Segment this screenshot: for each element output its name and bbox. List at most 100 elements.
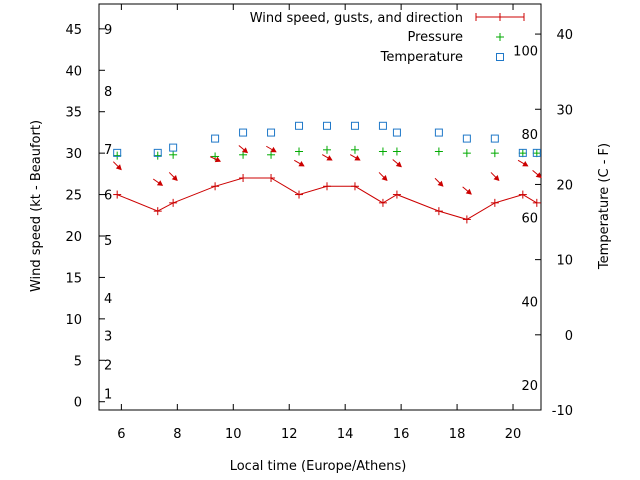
y-tick-label-right: 20 bbox=[556, 178, 573, 193]
x-tick-label: 6 bbox=[117, 427, 125, 442]
wind-direction-arrow bbox=[378, 172, 388, 181]
legend-wind-swatch bbox=[475, 13, 525, 21]
arrow-head bbox=[493, 174, 500, 181]
x-tick-label: 10 bbox=[225, 427, 242, 442]
pressure-point bbox=[350, 145, 359, 154]
temperature-point bbox=[462, 134, 471, 143]
wind-direction-arrow bbox=[517, 159, 529, 167]
temperature-point bbox=[295, 121, 304, 130]
wind-speed-point bbox=[239, 174, 248, 182]
temperature-point bbox=[113, 148, 122, 157]
arrow-head bbox=[156, 180, 164, 186]
legend-pressure-label: Pressure bbox=[407, 30, 463, 45]
beaufort-label: 3 bbox=[104, 329, 112, 344]
x-tick-label: 20 bbox=[505, 427, 522, 442]
pressure-point bbox=[113, 151, 122, 160]
x-tick-label: 12 bbox=[281, 427, 298, 442]
y-tick-label-left: 10 bbox=[65, 313, 82, 328]
arrow-head bbox=[298, 161, 305, 167]
y-tick-label-left: 40 bbox=[65, 64, 82, 79]
y-tick-label-right: 30 bbox=[556, 103, 573, 118]
temperature-point bbox=[434, 128, 443, 137]
legend-temperature-label: Temperature bbox=[380, 50, 463, 65]
wind-speed-point bbox=[462, 215, 471, 224]
tick-labels: 6 8 10 12 14 16 18 20051015202530354045-1001020… bbox=[65, 23, 573, 442]
wind-speed-point bbox=[267, 174, 276, 182]
y-tick-label-left: 0 bbox=[74, 396, 82, 411]
arrow-head bbox=[437, 180, 444, 187]
wind-speed-point bbox=[153, 207, 162, 216]
y-tick-label-left: 25 bbox=[65, 189, 82, 204]
arrow-head bbox=[395, 161, 402, 168]
x-tick-label: 18 bbox=[449, 427, 466, 442]
temperature-point bbox=[392, 128, 401, 137]
wind-direction-arrow bbox=[266, 145, 277, 153]
wind-speed-point bbox=[322, 182, 331, 191]
wind-speed-point bbox=[113, 190, 122, 199]
beaufort-label: 8 bbox=[104, 85, 112, 100]
arrow-head bbox=[522, 161, 529, 167]
legend-pressure-swatch bbox=[496, 33, 504, 41]
wind-direction-arrow bbox=[112, 161, 122, 171]
temperature-point bbox=[267, 128, 276, 137]
arrow-head bbox=[326, 155, 333, 161]
y-tick-label-left: 5 bbox=[74, 354, 82, 369]
wind-speed-point bbox=[350, 182, 359, 191]
temperature-point bbox=[322, 121, 331, 130]
wind-direction-arrow bbox=[168, 172, 178, 181]
temperature-point bbox=[153, 148, 162, 157]
pressure-series bbox=[113, 145, 541, 161]
wind-direction-arrow bbox=[349, 154, 361, 161]
beaufort-label: 6 bbox=[104, 189, 112, 204]
wind-direction-arrow bbox=[532, 169, 542, 179]
arrow-head bbox=[535, 172, 542, 179]
temperature-point bbox=[518, 148, 527, 157]
temperature-point bbox=[239, 128, 248, 137]
arrow-head bbox=[270, 146, 277, 153]
fahrenheit-label: 80 bbox=[521, 128, 538, 143]
legend-wind-label: Wind speed, gusts, and direction bbox=[250, 11, 463, 26]
wind-series bbox=[113, 174, 541, 224]
temperature-point bbox=[211, 134, 220, 143]
legend-temperature-swatch bbox=[496, 53, 504, 61]
wind-direction-arrow bbox=[321, 154, 333, 161]
x-tick-label: 16 bbox=[393, 427, 410, 442]
wind-direction-arrow bbox=[392, 159, 402, 168]
pressure-point bbox=[169, 150, 178, 159]
arrow-head bbox=[381, 174, 388, 181]
wind-speed-point bbox=[295, 190, 304, 199]
arrow-head bbox=[115, 164, 122, 171]
y-tick-label-left: 30 bbox=[65, 147, 82, 162]
arrow-head bbox=[465, 188, 472, 195]
temperature-point bbox=[378, 121, 387, 130]
wind-direction-arrow bbox=[490, 172, 500, 181]
y-tick-label-right: 40 bbox=[556, 28, 573, 43]
beaufort-label: 1 bbox=[104, 387, 112, 402]
wind-direction-arrow bbox=[294, 159, 305, 167]
pressure-point bbox=[434, 147, 443, 156]
wind-speed-line bbox=[117, 177, 538, 220]
wind-direction-arrow bbox=[434, 177, 444, 187]
arrow-head bbox=[171, 174, 178, 181]
temperature-point bbox=[169, 143, 178, 152]
beaufort-label: 7 bbox=[104, 143, 112, 158]
pressure-point bbox=[322, 145, 331, 154]
pressure-point bbox=[518, 149, 527, 158]
wind-direction-arrow bbox=[152, 178, 164, 186]
y-axis-label-right: Temperature (C - F) bbox=[597, 143, 612, 270]
beaufort-label: 4 bbox=[104, 292, 112, 307]
temperature-series bbox=[113, 121, 541, 157]
wind-speed-point bbox=[211, 182, 220, 191]
legend: Wind speed, gusts, and direction Pressur… bbox=[250, 11, 525, 65]
wind-speed-point bbox=[392, 190, 401, 199]
wind-speed-point bbox=[518, 190, 527, 199]
y-tick-label-left: 15 bbox=[65, 271, 82, 286]
arrow-head bbox=[214, 156, 222, 163]
plot-frame bbox=[98, 3, 542, 411]
pressure-point bbox=[378, 147, 387, 156]
fahrenheit-label: 60 bbox=[521, 212, 538, 227]
x-tick-label: 8 bbox=[173, 427, 181, 442]
temperature-point bbox=[350, 121, 359, 130]
y-tick-label-left: 45 bbox=[65, 23, 82, 38]
